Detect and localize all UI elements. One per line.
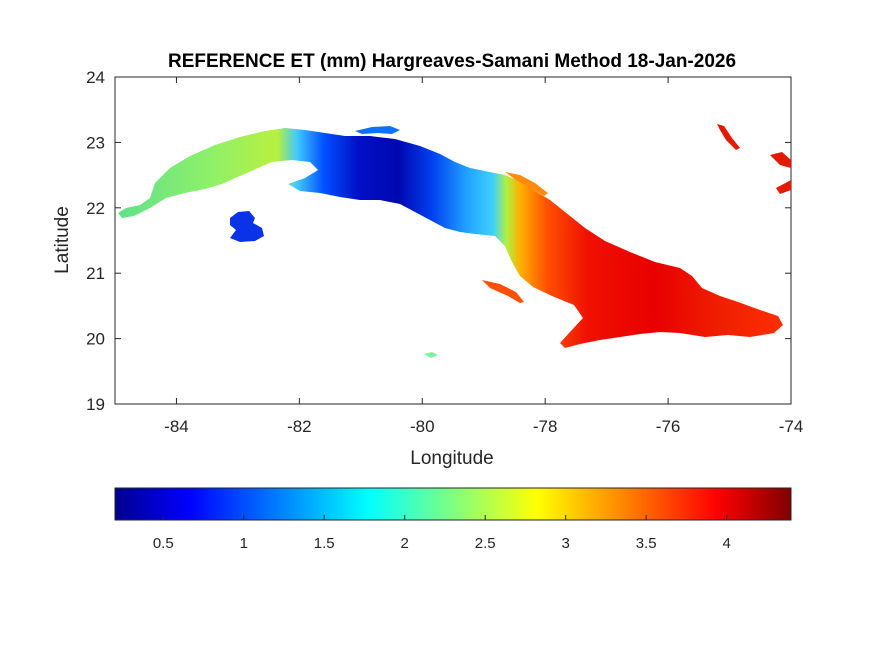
northern-cays [355, 126, 400, 134]
colorbar-tick-label: 0.5 [153, 535, 174, 552]
colorbar-tick-label: 1 [240, 535, 248, 552]
x-tick-label: -74 [779, 417, 804, 436]
y-tick-label: 20 [86, 330, 105, 349]
y-tick-label: 24 [86, 68, 105, 87]
northern-cays-east [505, 172, 548, 196]
colorbar-tick-label: 2 [401, 535, 409, 552]
y-tick-label: 22 [86, 199, 105, 218]
x-tick-label: -78 [533, 417, 558, 436]
x-tick-label: -82 [287, 417, 312, 436]
y-axis-label: Latitude [52, 206, 73, 274]
x-ticks: -84 -82 -80 -78 -76 -74 [164, 77, 803, 436]
great-inagua-sliver [717, 124, 740, 150]
x-tick-label: -80 [410, 417, 435, 436]
y-tick-label: 23 [86, 133, 105, 152]
southern-keys [482, 280, 524, 303]
x-axis-label: Longitude [410, 448, 493, 469]
colorbar-tick-label: 2.5 [475, 535, 496, 552]
colorbar-tick-label: 4 [722, 535, 730, 552]
map-axes-frame [114, 76, 792, 405]
colorbar-tick-label: 1.5 [314, 535, 335, 552]
map-layer [118, 124, 791, 358]
colorbar-ticks: 0.5 1 1.5 2 2.5 3 3.5 4 [153, 515, 731, 552]
y-ticks: 19 20 21 22 23 24 [86, 68, 791, 414]
y-tick-label: 21 [86, 264, 105, 283]
small-island-south [424, 352, 438, 358]
isla-de-la-juventud [230, 211, 264, 242]
colorbar-tick-label: 3.5 [636, 535, 657, 552]
x-tick-label: -76 [656, 417, 681, 436]
cuba-main-island [118, 128, 783, 348]
hispaniola-edge [770, 152, 791, 168]
chart-title: REFERENCE ET (mm) Hargreaves-Samani Meth… [168, 51, 736, 72]
x-tick-label: -84 [164, 417, 189, 436]
y-tick-label: 19 [86, 395, 105, 414]
hispaniola-edge-lower [776, 180, 791, 194]
colorbar [114, 487, 792, 521]
colorbar-tick-label: 3 [561, 535, 569, 552]
